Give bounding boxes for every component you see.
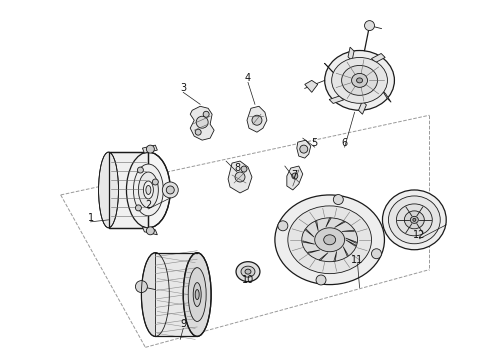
Ellipse shape xyxy=(245,269,251,274)
Ellipse shape xyxy=(144,181,153,199)
Polygon shape xyxy=(342,230,354,231)
Ellipse shape xyxy=(413,219,416,221)
Circle shape xyxy=(241,166,247,172)
Ellipse shape xyxy=(315,228,344,252)
Circle shape xyxy=(252,115,262,125)
Circle shape xyxy=(371,249,381,259)
Polygon shape xyxy=(348,47,354,61)
Ellipse shape xyxy=(383,190,446,250)
Ellipse shape xyxy=(183,253,211,336)
Polygon shape xyxy=(324,63,335,75)
Text: 2: 2 xyxy=(145,200,151,210)
Text: 9: 9 xyxy=(180,319,186,329)
Ellipse shape xyxy=(357,78,363,83)
Text: 3: 3 xyxy=(180,84,186,93)
Polygon shape xyxy=(345,238,356,243)
Text: 4: 4 xyxy=(245,73,251,84)
Circle shape xyxy=(300,145,308,153)
Ellipse shape xyxy=(236,262,260,282)
Polygon shape xyxy=(329,96,343,103)
Text: 5: 5 xyxy=(312,138,318,148)
Polygon shape xyxy=(303,241,315,244)
Ellipse shape xyxy=(188,268,206,321)
Circle shape xyxy=(195,129,201,135)
Ellipse shape xyxy=(342,66,377,95)
Ellipse shape xyxy=(241,266,255,277)
Ellipse shape xyxy=(324,235,336,245)
Ellipse shape xyxy=(352,73,368,87)
Ellipse shape xyxy=(396,204,432,236)
Circle shape xyxy=(203,111,209,117)
Text: 1: 1 xyxy=(88,213,94,223)
Circle shape xyxy=(135,205,142,211)
Polygon shape xyxy=(297,140,311,158)
Circle shape xyxy=(278,221,288,231)
Circle shape xyxy=(365,21,374,31)
Circle shape xyxy=(235,172,245,182)
Polygon shape xyxy=(319,253,328,260)
Text: 6: 6 xyxy=(342,138,348,148)
Polygon shape xyxy=(228,161,252,193)
Circle shape xyxy=(196,116,208,128)
Polygon shape xyxy=(305,229,314,237)
Text: 11: 11 xyxy=(351,255,364,265)
Polygon shape xyxy=(359,101,367,114)
Polygon shape xyxy=(305,80,318,92)
Ellipse shape xyxy=(142,253,169,336)
Circle shape xyxy=(137,167,144,173)
Polygon shape xyxy=(190,106,214,140)
Ellipse shape xyxy=(389,196,440,244)
Circle shape xyxy=(162,182,178,198)
Ellipse shape xyxy=(126,152,171,228)
Ellipse shape xyxy=(195,289,199,300)
Text: 7: 7 xyxy=(292,170,298,180)
Circle shape xyxy=(147,145,154,153)
Ellipse shape xyxy=(325,50,394,110)
Ellipse shape xyxy=(302,218,358,262)
Text: 10: 10 xyxy=(242,275,254,285)
Polygon shape xyxy=(247,106,267,132)
Polygon shape xyxy=(155,253,197,336)
Polygon shape xyxy=(345,240,356,246)
Circle shape xyxy=(152,179,158,185)
Text: 8: 8 xyxy=(234,163,240,173)
Ellipse shape xyxy=(288,206,371,274)
Polygon shape xyxy=(143,145,157,153)
Circle shape xyxy=(292,173,298,179)
Polygon shape xyxy=(326,218,331,227)
Ellipse shape xyxy=(98,152,119,228)
Polygon shape xyxy=(108,152,148,228)
Polygon shape xyxy=(343,247,348,256)
Ellipse shape xyxy=(275,195,385,285)
Circle shape xyxy=(166,186,174,194)
Circle shape xyxy=(333,194,343,204)
Ellipse shape xyxy=(193,283,201,306)
Text: 12: 12 xyxy=(413,230,425,240)
Polygon shape xyxy=(143,227,157,235)
Circle shape xyxy=(147,227,154,235)
Polygon shape xyxy=(308,250,320,253)
Polygon shape xyxy=(371,54,385,63)
Ellipse shape xyxy=(332,58,388,103)
Ellipse shape xyxy=(146,185,151,194)
Polygon shape xyxy=(334,251,337,261)
Polygon shape xyxy=(382,90,391,102)
Ellipse shape xyxy=(138,172,158,208)
Ellipse shape xyxy=(410,216,418,223)
Polygon shape xyxy=(316,221,318,231)
Circle shape xyxy=(135,280,147,293)
Circle shape xyxy=(316,275,326,285)
Polygon shape xyxy=(287,166,303,190)
Polygon shape xyxy=(335,221,345,228)
Ellipse shape xyxy=(404,211,424,229)
Ellipse shape xyxy=(133,164,163,216)
